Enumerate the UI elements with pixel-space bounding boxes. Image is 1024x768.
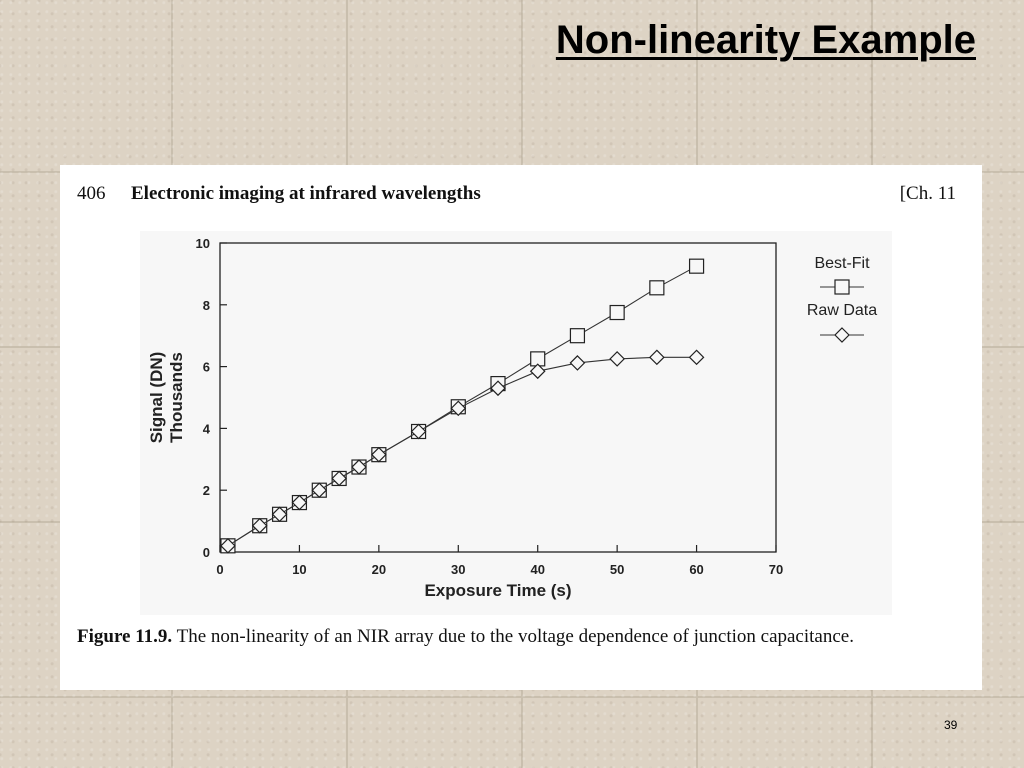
y-tick-label: 2 bbox=[203, 483, 210, 498]
legend-marker-square bbox=[834, 279, 850, 295]
figure-caption: Figure 11.9. The non-linearity of an NIR… bbox=[77, 623, 955, 650]
y-axis-label-units: Thousands bbox=[167, 352, 186, 443]
y-tick-label: 4 bbox=[203, 421, 211, 436]
slide-title: Non-linearity Example bbox=[555, 18, 976, 62]
y-tick-label: 10 bbox=[196, 236, 210, 251]
plot-frame bbox=[219, 242, 777, 553]
data-point-diamond bbox=[251, 517, 268, 534]
book-header: 406 Electronic imaging at infrared wavel… bbox=[77, 183, 956, 207]
figure-caption-text: The non-linearity of an NIR array due to… bbox=[172, 626, 854, 647]
y-axis-label: Signal (DN) bbox=[147, 352, 166, 444]
x-tick-label: 70 bbox=[769, 562, 783, 577]
data-point-square bbox=[688, 258, 705, 274]
x-tick-label: 50 bbox=[610, 562, 624, 577]
data-point-diamond bbox=[649, 349, 665, 366]
legend-marker-diamond bbox=[834, 327, 850, 343]
book-chapter-ref: [Ch. 11 bbox=[899, 183, 956, 204]
x-tick-label: 0 bbox=[216, 562, 223, 577]
book-page-image: 406 Electronic imaging at infrared wavel… bbox=[60, 165, 982, 690]
x-axis-label: Exposure Time (s) bbox=[424, 581, 571, 600]
data-point-diamond bbox=[331, 470, 347, 487]
y-tick-label: 6 bbox=[203, 360, 210, 375]
y-tick-label: 8 bbox=[203, 298, 210, 313]
data-point-diamond bbox=[220, 537, 236, 554]
legend-label: Raw Data bbox=[807, 302, 877, 319]
x-tick-label: 40 bbox=[530, 562, 544, 577]
line-chart: 0 10 20 30 40 50 60 70 0 2 4 6 8 10 Exposure Time (s) S… bbox=[147, 236, 877, 600]
legend-label: Best-Fit bbox=[814, 255, 870, 272]
data-point-diamond bbox=[271, 506, 288, 523]
data-point-diamond bbox=[490, 380, 506, 397]
y-tick-label: 0 bbox=[203, 545, 210, 560]
data-point-diamond bbox=[291, 494, 308, 511]
data-point-diamond bbox=[371, 446, 387, 463]
x-tick-label: 20 bbox=[372, 562, 386, 577]
chart-panel: 0 10 20 30 40 50 60 70 0 2 4 6 8 10 Exposure Time (s) S… bbox=[140, 231, 892, 615]
data-point-diamond bbox=[569, 355, 586, 371]
data-point-diamond bbox=[311, 482, 328, 499]
data-point-diamond bbox=[450, 400, 467, 417]
data-point-square bbox=[609, 304, 625, 321]
data-point-diamond bbox=[410, 423, 427, 440]
figure-caption-label: Figure 11.9. bbox=[77, 626, 173, 647]
data-point-square bbox=[649, 280, 665, 296]
data-point-diamond bbox=[688, 349, 705, 366]
data-point-diamond bbox=[351, 459, 367, 475]
book-page-number: 406 bbox=[77, 183, 106, 204]
series-raw-data bbox=[220, 349, 705, 554]
book-chapter-title: Electronic imaging at infrared wavelengt… bbox=[131, 183, 481, 204]
data-point-diamond bbox=[609, 351, 625, 367]
x-tick-label: 30 bbox=[451, 562, 465, 577]
data-point-diamond bbox=[529, 363, 546, 380]
slide-page-number: 39 bbox=[944, 718, 958, 732]
x-tick-label: 10 bbox=[292, 562, 306, 577]
x-tick-label: 60 bbox=[689, 562, 703, 577]
data-point-square bbox=[569, 328, 586, 344]
series-line bbox=[227, 356, 697, 547]
